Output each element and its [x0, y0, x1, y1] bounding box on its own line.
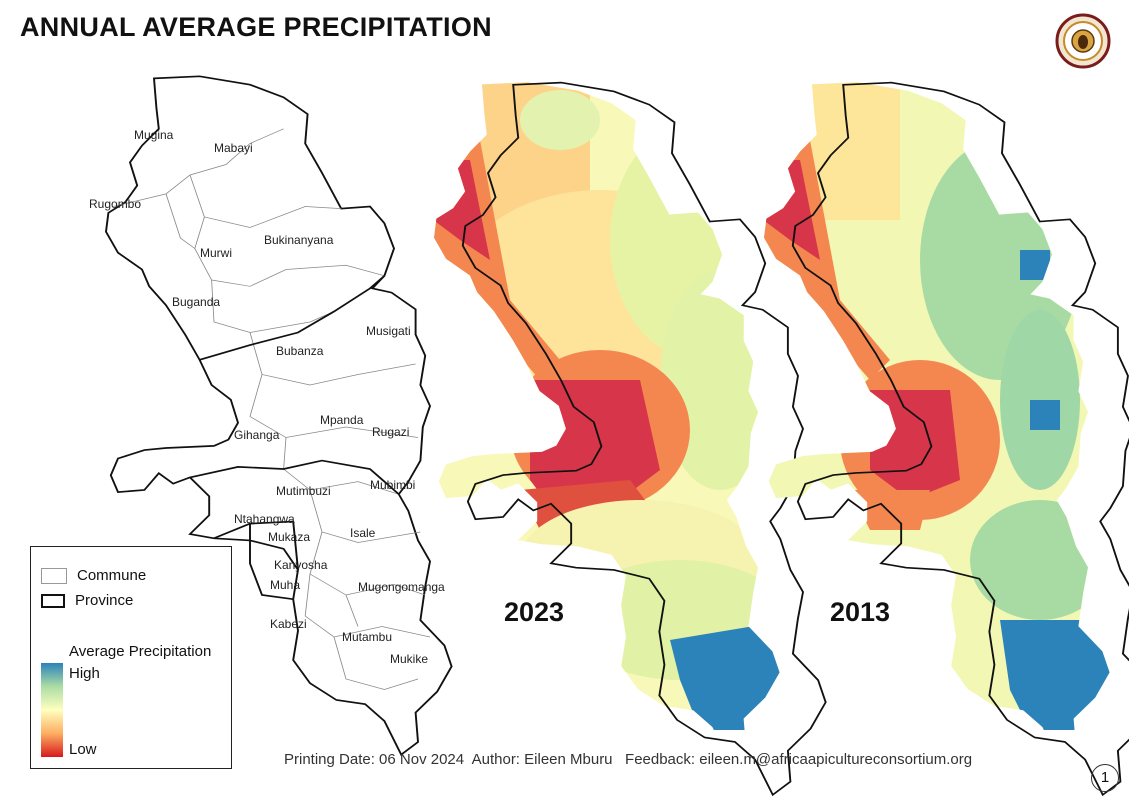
commune-label: Gihanga [234, 428, 280, 442]
reference-map: Mugina Mabayi Rugombo Bukinanyana Murwi … [89, 75, 453, 756]
commune-label: Murwi [200, 246, 232, 260]
commune-label: Rugombo [89, 197, 141, 211]
legend-province-row: Province [41, 592, 133, 609]
precipitation-map-2023 [434, 81, 827, 796]
commune-labels: Mugina Mabayi Rugombo Bukinanyana Murwi … [89, 128, 445, 666]
commune-label: Bubanza [276, 344, 324, 358]
legend-high-label: High [69, 665, 100, 682]
commune-label: Mutimbuzi [276, 484, 331, 498]
commune-label: Mukike [390, 652, 428, 666]
commune-label: Ntahangwa [234, 512, 295, 526]
commune-label: Bukinanyana [264, 233, 334, 247]
page-number: 1 [1091, 764, 1119, 792]
commune-label: Mutambu [342, 630, 392, 644]
commune-label: Kabezi [270, 617, 307, 631]
commune-label: Mpanda [320, 413, 364, 427]
consortium-seal-icon [1055, 13, 1111, 69]
commune-label: Mabayi [214, 141, 253, 155]
commune-label: Muha [270, 578, 300, 592]
legend-title: Average Precipitation [69, 643, 212, 660]
commune-label: Kanyosha [274, 558, 328, 572]
precipitation-color-ramp [41, 663, 63, 757]
commune-label: Rugazi [372, 425, 409, 439]
legend-province-label: Province [75, 592, 134, 609]
commune-label: Isale [350, 526, 376, 540]
legend-commune-label: Commune [77, 567, 147, 584]
footer-credits: Printing Date: 06 Nov 2024 Author: Eilee… [284, 751, 973, 768]
year-label-2023: 2023 [504, 597, 565, 627]
legend-commune-row: Commune [41, 567, 146, 584]
reference-outline [105, 75, 453, 756]
page-title: ANNUAL AVERAGE PRECIPITATION [20, 12, 492, 42]
commune-label: Mubimbi [370, 478, 415, 492]
commune-label: Mugongomanga [358, 580, 445, 594]
commune-label: Mugina [134, 128, 174, 142]
commune-swatch [41, 567, 67, 584]
commune-label: Mukaza [268, 530, 310, 544]
commune-label: Musigati [366, 324, 411, 338]
legend: Commune Province Average Precipitation H… [30, 546, 232, 769]
legend-low-label: Low [69, 741, 97, 758]
precipitation-map-2013 [764, 81, 1129, 796]
province-swatch [41, 593, 65, 608]
commune-label: Buganda [172, 295, 220, 309]
year-label-2013: 2013 [830, 597, 891, 627]
